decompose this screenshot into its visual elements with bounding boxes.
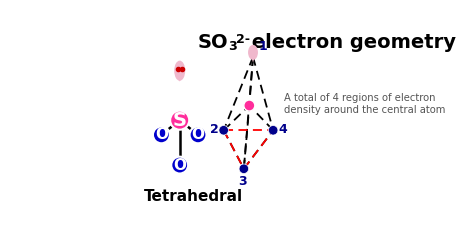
Circle shape xyxy=(171,157,188,174)
Circle shape xyxy=(244,100,255,111)
Circle shape xyxy=(170,111,189,130)
Circle shape xyxy=(268,125,278,135)
Text: S: S xyxy=(173,111,187,130)
Text: electron geometry: electron geometry xyxy=(245,33,456,52)
Circle shape xyxy=(219,125,228,135)
Circle shape xyxy=(239,164,248,174)
Circle shape xyxy=(153,126,170,143)
Text: density around the central atom: density around the central atom xyxy=(284,105,446,115)
Polygon shape xyxy=(176,71,183,82)
Text: 1: 1 xyxy=(258,40,267,53)
Text: O: O xyxy=(191,127,204,142)
Text: 4: 4 xyxy=(278,123,287,136)
Text: 3: 3 xyxy=(238,175,247,188)
Text: O: O xyxy=(173,158,186,173)
Text: 3: 3 xyxy=(228,40,237,54)
Ellipse shape xyxy=(248,45,258,60)
Text: A total of 4 regions of electron: A total of 4 regions of electron xyxy=(284,93,436,103)
Polygon shape xyxy=(250,52,256,62)
Ellipse shape xyxy=(174,61,185,81)
Text: Tetrahedral: Tetrahedral xyxy=(144,189,243,204)
Circle shape xyxy=(190,126,207,143)
Text: SO: SO xyxy=(198,33,228,52)
Text: 2-: 2- xyxy=(236,33,250,46)
Text: O: O xyxy=(155,127,168,142)
Text: 2: 2 xyxy=(210,123,219,136)
